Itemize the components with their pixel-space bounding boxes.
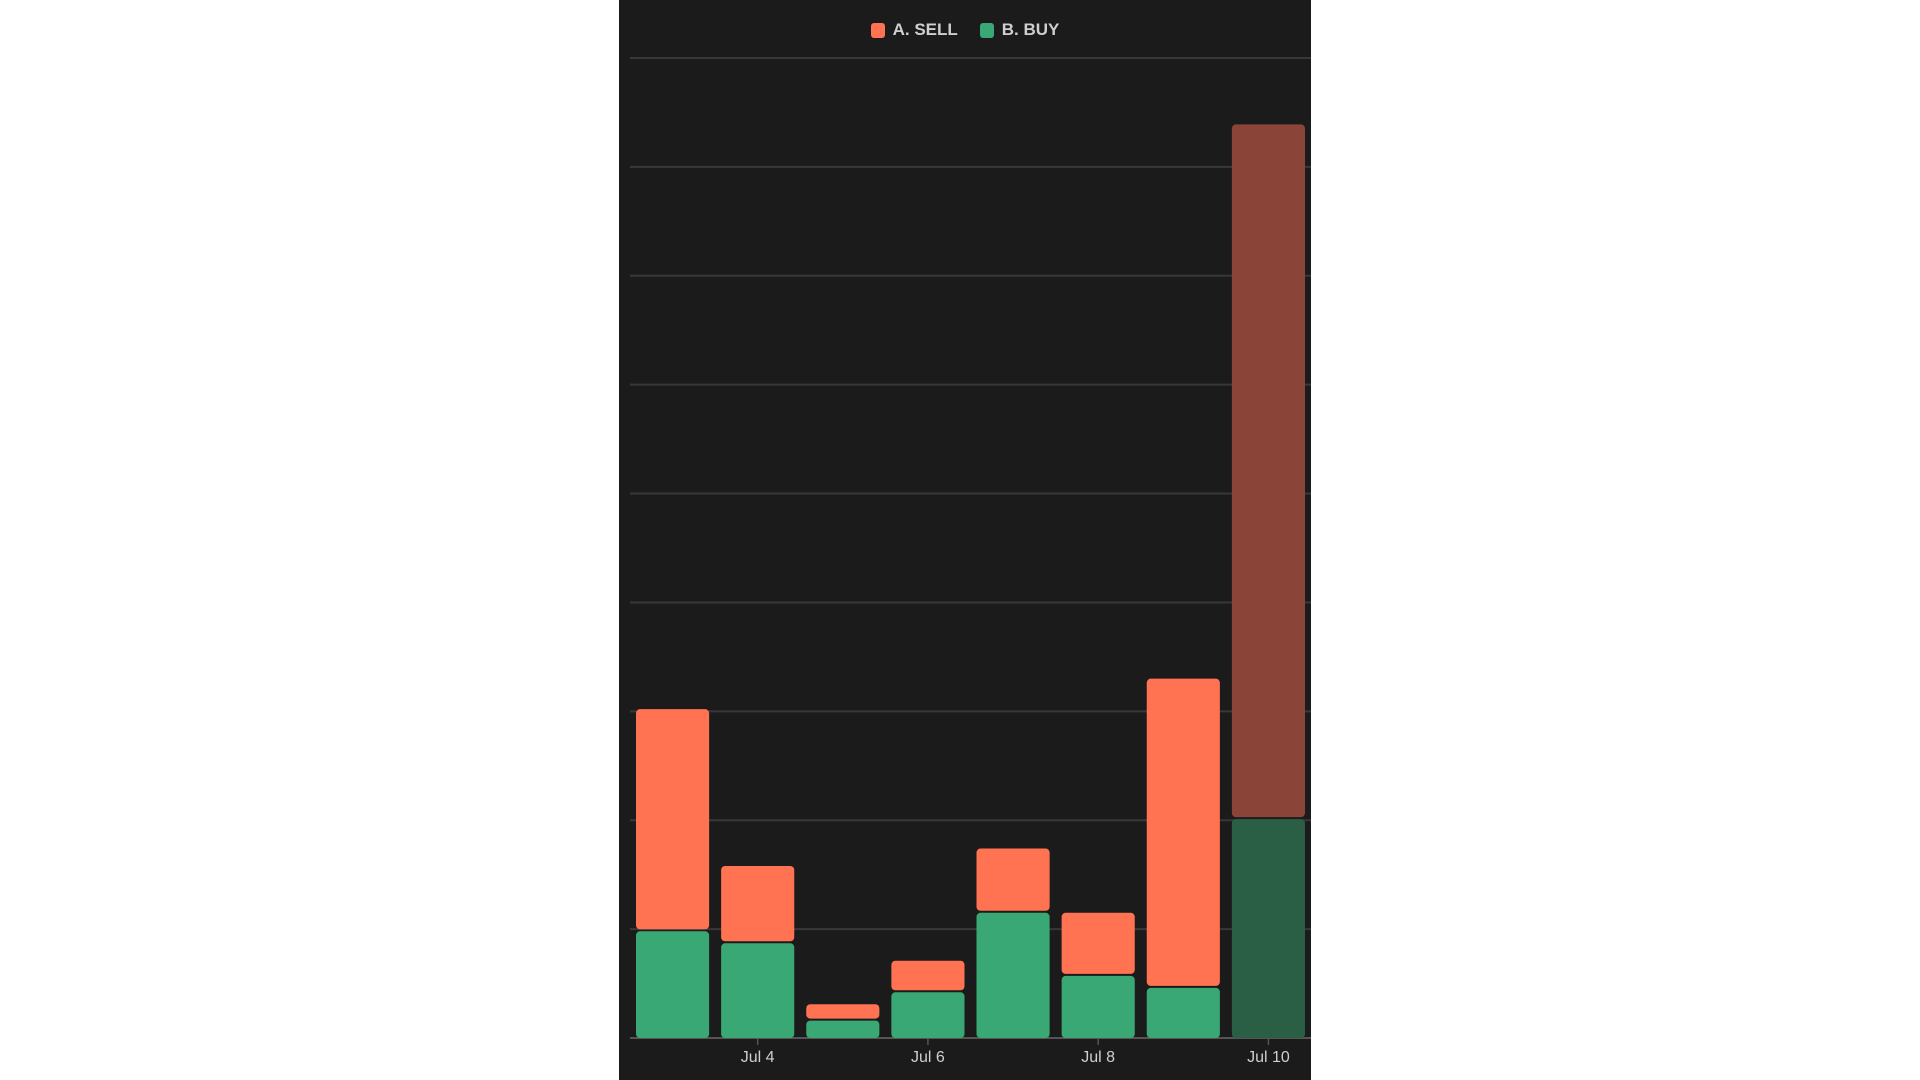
bar-sell[interactable] — [721, 865, 795, 942]
legend-label-sell: A. SELL — [892, 20, 958, 39]
legend-item-sell[interactable]: A. SELL — [870, 20, 958, 40]
legend-swatch-sell — [870, 22, 885, 38]
x-tick-label: Jul 10 — [1247, 1049, 1290, 1066]
bar-sell[interactable] — [1061, 912, 1135, 974]
bar-buy[interactable] — [806, 1020, 880, 1038]
bar-sell[interactable] — [891, 960, 965, 991]
x-tick-label: Jul 6 — [911, 1049, 945, 1066]
bar-sell[interactable] — [976, 848, 1050, 911]
legend-item-buy[interactable]: B. BUY — [979, 20, 1060, 40]
x-tick-label: Jul 8 — [1081, 1049, 1115, 1066]
bar-buy[interactable] — [721, 943, 795, 1038]
x-tick-label: Jul 4 — [741, 1049, 775, 1066]
legend: A. SELL B. BUY — [619, 20, 1311, 40]
bar-buy[interactable] — [636, 931, 710, 1038]
bar-sell[interactable] — [636, 709, 710, 930]
bar-buy[interactable] — [1146, 987, 1220, 1038]
bar-buy[interactable] — [1061, 975, 1135, 1038]
legend-label-buy: B. BUY — [1001, 20, 1060, 39]
bar-buy[interactable] — [1231, 819, 1305, 1038]
bar-sell[interactable] — [806, 1004, 880, 1019]
chart-panel: A. SELL B. BUY Jul 4 Jul 6 Jul 8 Jul 10 — [619, 0, 1311, 1080]
bar-chart: Jul 4 Jul 6 Jul 8 Jul 10 — [630, 57, 1311, 1066]
bar-buy[interactable] — [891, 992, 965, 1038]
legend-swatch-buy — [979, 22, 994, 38]
bar-sell[interactable] — [1146, 678, 1220, 986]
bar-sell[interactable] — [1231, 124, 1305, 818]
bar-buy[interactable] — [976, 912, 1050, 1038]
